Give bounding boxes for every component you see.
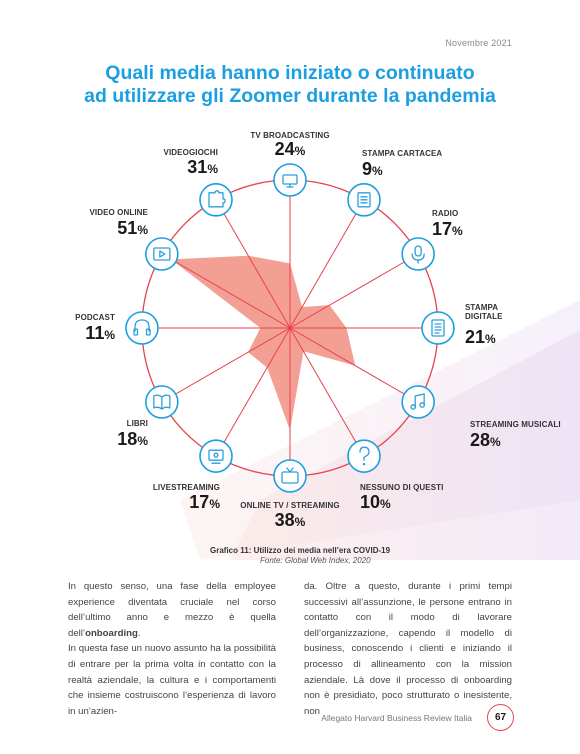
radar-spoke: [289, 253, 419, 329]
value-label: 28%: [470, 430, 501, 450]
value-label: 24%: [275, 139, 306, 159]
value-label: 17%: [432, 219, 463, 239]
category-label: VIDEO ONLINE: [89, 208, 148, 217]
footer-source: Allegato Harvard Business Review Italia: [321, 713, 472, 723]
body-column-right: da. Oltre a questo, durante i primi temp…: [304, 579, 512, 719]
paragraph: da. Oltre a questo, durante i primi temp…: [304, 579, 512, 719]
value-label: 9%: [362, 159, 383, 179]
text-run: In questa fase un nuovo assunto ha la po…: [68, 643, 276, 717]
value-label: 10%: [360, 492, 391, 512]
category-label: RADIO: [432, 209, 458, 218]
value-label: 21%: [465, 327, 496, 347]
value-label: 51%: [117, 218, 148, 238]
category-label: TV BROADCASTING: [250, 131, 329, 140]
value-label: 18%: [117, 429, 148, 449]
digital-document-icon: [421, 311, 455, 345]
value-label: 31%: [187, 157, 218, 177]
category-label: STAMPA DIGITALE: [465, 303, 503, 321]
online-tv-icon: [273, 459, 307, 493]
category-label: STAMPA CARTACEA: [362, 149, 442, 158]
title-line-1: Quali media hanno iniziato o continuato: [105, 62, 475, 84]
title-line-2: ad utilizzare gli Zoomer durante la pand…: [84, 85, 496, 107]
radar-spoke: [289, 327, 419, 403]
value-label: 38%: [275, 510, 306, 530]
chart-caption: Grafico 11: Utilizzo dei media nell’era …: [210, 546, 390, 566]
text-run: In questo senso, una fase della employee…: [68, 581, 276, 639]
category-label: PODCAST: [75, 313, 115, 322]
music-note-icon: [401, 385, 435, 419]
category-label: ONLINE TV / STREAMING: [240, 501, 339, 510]
value-label: 11%: [85, 323, 115, 343]
microphone-icon: [401, 237, 435, 271]
body-column-left: In questo senso, una fase della employee…: [68, 579, 276, 719]
paragraph: In questa fase un nuovo assunto ha la po…: [68, 641, 276, 719]
text-run: da. Oltre a questo, durante i primi temp…: [304, 581, 512, 717]
text-run: .: [137, 627, 141, 639]
radar-spoke: [161, 327, 291, 403]
radar-spoke: [161, 253, 291, 329]
page-title: Quali media hanno iniziato o continuato …: [0, 62, 580, 108]
value-label: 17%: [189, 492, 220, 512]
puzzle-icon: [199, 183, 233, 217]
question-mark-icon: [347, 439, 381, 473]
caption-source: Fonte: Global Web Index, 2020: [260, 556, 371, 565]
radar-spoke: [289, 327, 365, 457]
category-label: LIBRI: [127, 419, 148, 428]
tv-broadcasting-icon: [273, 163, 307, 197]
book-icon: [145, 385, 179, 419]
radar-spoke: [215, 327, 291, 457]
video-player-icon: [145, 237, 179, 271]
text-run-bold: onboarding: [85, 627, 138, 639]
category-label: LIVESTREAMING: [153, 483, 220, 492]
radar-spoke: [289, 199, 365, 329]
category-label: STREAMING MUSICALI: [470, 420, 561, 429]
issue-date: Novembre 2021: [445, 38, 512, 48]
paragraph: In questo senso, una fase della employee…: [68, 579, 276, 641]
livestreaming-icon: [199, 439, 233, 473]
category-label: NESSUNO DI QUESTI: [360, 483, 444, 492]
radar-spoke: [215, 199, 291, 329]
page-number: 67: [487, 704, 514, 731]
headphones-icon: [125, 311, 159, 345]
newspaper-icon: [347, 183, 381, 217]
category-label: VIDEOGIOCHI: [164, 148, 218, 157]
caption-title: Grafico 11: Utilizzo dei media nell’era …: [210, 546, 391, 555]
